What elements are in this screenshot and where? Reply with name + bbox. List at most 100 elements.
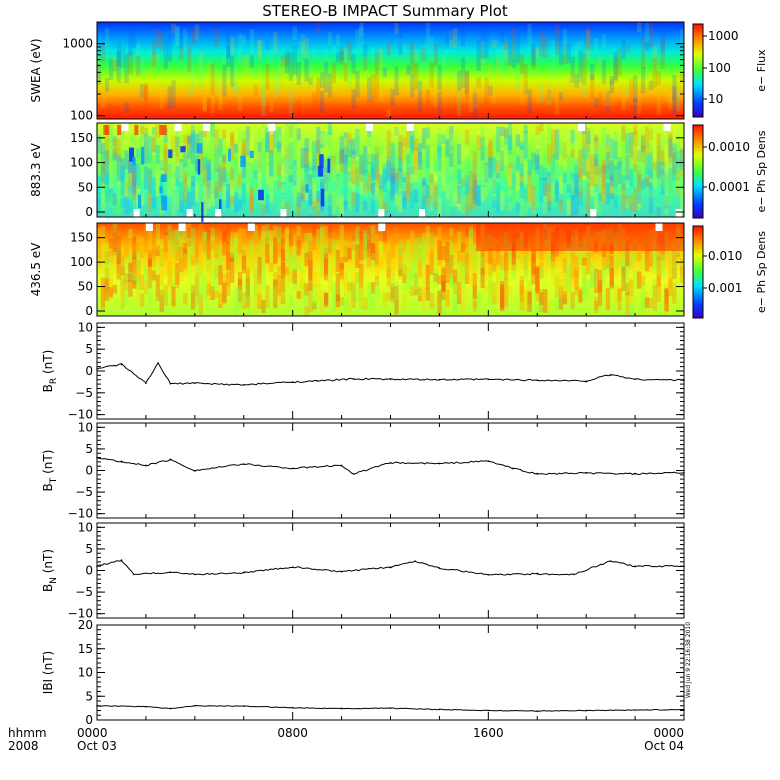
heatmap-cell xyxy=(265,165,270,185)
heatmap-cell xyxy=(453,281,458,310)
heatmap-cell xyxy=(597,177,603,187)
data-point xyxy=(96,456,98,459)
data-gap xyxy=(366,123,374,131)
data-gap xyxy=(174,123,182,131)
heatmap-cell xyxy=(578,290,583,303)
heatmap-cell xyxy=(433,174,438,202)
heatmap-cell xyxy=(136,55,141,76)
heatmap-cell xyxy=(347,247,352,261)
heatmap-cell xyxy=(194,124,200,156)
heatmap-cell xyxy=(550,157,556,185)
heatmap-cell xyxy=(449,126,454,140)
heatmap-cell xyxy=(140,169,145,183)
heatmap-cell xyxy=(367,154,372,165)
heatmap-cell xyxy=(668,260,673,273)
heatmap-cell xyxy=(625,245,630,271)
heatmap-cell xyxy=(143,152,149,163)
heatmap-cell xyxy=(265,64,270,90)
heatmap-cell xyxy=(398,248,403,268)
heatmap-cell xyxy=(241,183,247,206)
heatmap-cell xyxy=(590,74,595,99)
heatmap-cell xyxy=(484,165,489,197)
heatmap-cell xyxy=(527,159,532,175)
heatmap-cell xyxy=(437,245,442,266)
y-axis-label: 436.5 eV xyxy=(29,242,43,297)
heatmap-cell xyxy=(197,159,201,175)
heatmap-cell xyxy=(413,50,419,61)
heatmap-cell xyxy=(100,193,106,208)
heatmap-cell xyxy=(410,271,415,289)
heatmap-cell xyxy=(167,85,172,110)
heatmap-cell xyxy=(167,169,172,189)
heatmap-cell xyxy=(492,137,497,147)
heatmap-cell xyxy=(179,46,184,61)
y-tick-label: 150 xyxy=(70,131,93,145)
heatmap-cell xyxy=(413,63,419,90)
heatmap-cell xyxy=(277,141,282,153)
heatmap-cell xyxy=(460,57,466,88)
heatmap-cell xyxy=(496,162,501,174)
heatmap-cell xyxy=(629,85,634,106)
heatmap-cell xyxy=(382,138,387,150)
heatmap-cell xyxy=(140,274,145,290)
heatmap-cell xyxy=(367,225,372,250)
heatmap-cell xyxy=(664,176,669,189)
heatmap-cell xyxy=(633,241,638,264)
heatmap-cell xyxy=(453,276,458,295)
heatmap-cell xyxy=(523,245,528,270)
heatmap-cell xyxy=(112,193,117,206)
heatmap-cell xyxy=(316,22,321,35)
heatmap-cell xyxy=(190,276,196,294)
heatmap-cell xyxy=(464,227,470,237)
heatmap-cell xyxy=(128,274,133,283)
heatmap-cell xyxy=(355,70,360,98)
data-gap xyxy=(655,223,663,231)
heatmap-cell xyxy=(367,91,372,101)
heatmap-cell xyxy=(543,183,548,196)
heatmap-cell xyxy=(317,166,324,177)
data-point xyxy=(585,709,587,712)
heatmap-cell xyxy=(480,268,485,289)
heatmap-cell xyxy=(237,127,243,143)
heatmap-cell xyxy=(304,38,309,60)
heatmap-cell xyxy=(664,284,669,315)
heatmap-cell xyxy=(547,175,552,202)
heatmap-cell xyxy=(233,175,239,205)
heatmap-cell xyxy=(151,133,157,155)
heatmap-cell xyxy=(312,270,317,282)
heatmap-cell xyxy=(519,78,524,105)
heatmap-cell xyxy=(421,271,427,296)
heatmap-cell xyxy=(543,178,548,190)
heatmap-cell xyxy=(230,181,235,210)
heatmap-cell xyxy=(245,284,251,303)
heatmap-cell xyxy=(175,132,180,150)
heatmap-cell xyxy=(468,86,474,113)
heatmap-cell xyxy=(335,171,341,191)
heatmap-cell xyxy=(640,284,646,314)
heatmap-cell xyxy=(222,148,227,171)
heatmap-cell xyxy=(652,134,657,162)
heatmap-cell xyxy=(402,273,407,284)
heatmap-cell xyxy=(240,155,246,167)
heatmap-cell xyxy=(140,278,145,302)
heatmap-cell xyxy=(574,250,579,278)
heatmap-cell xyxy=(390,286,395,299)
heatmap-cell xyxy=(629,279,634,297)
heatmap-cell xyxy=(535,145,540,155)
heatmap-cell xyxy=(367,237,372,267)
heatmap-cell xyxy=(140,231,145,246)
heatmap-cell xyxy=(672,288,677,304)
heatmap-cell xyxy=(468,237,474,253)
heatmap-cell xyxy=(488,160,493,190)
heatmap-cell xyxy=(214,27,219,47)
heatmap-cell xyxy=(167,157,172,176)
heatmap-cell xyxy=(305,184,309,193)
heatmap-cell xyxy=(370,252,376,267)
heatmap-cell xyxy=(664,290,669,311)
heatmap-cell xyxy=(323,49,329,73)
heatmap-cell xyxy=(151,55,157,69)
heatmap-cell xyxy=(202,182,207,202)
heatmap-cell xyxy=(187,177,192,188)
heatmap-cell xyxy=(257,277,262,305)
